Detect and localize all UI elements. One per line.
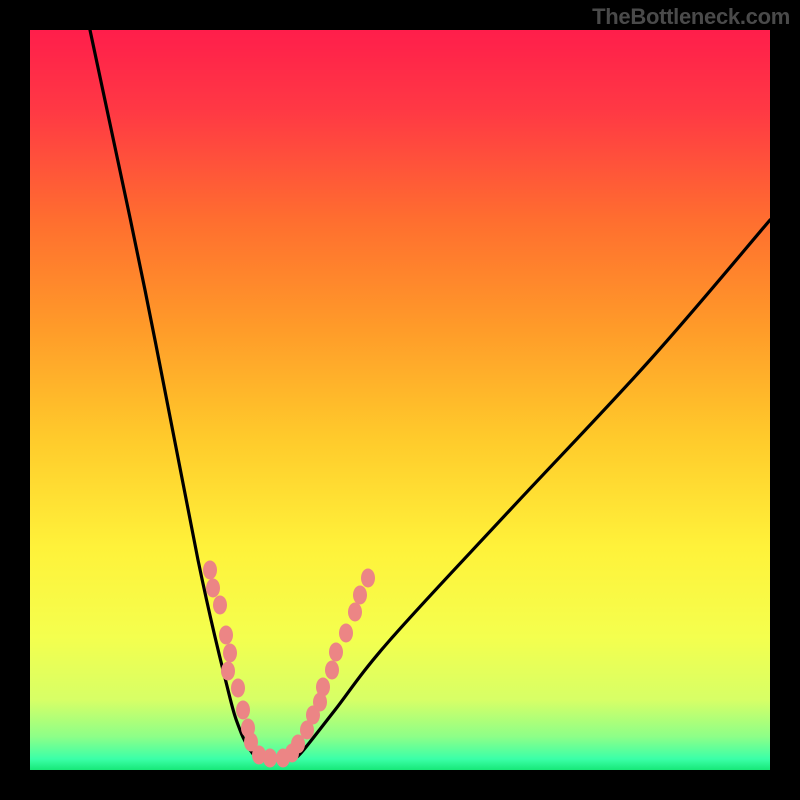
data-marker [231,679,245,698]
data-marker [353,586,367,605]
data-marker [213,596,227,615]
plot-area [30,30,770,770]
data-marker [348,603,362,622]
data-marker [325,661,339,680]
data-marker [263,749,277,768]
data-marker [221,662,235,681]
data-marker [219,626,233,645]
watermark-text: TheBottleneck.com [592,4,790,30]
data-marker [206,579,220,598]
data-marker [236,701,250,720]
data-marker [361,569,375,588]
data-marker [339,624,353,643]
chart-frame: TheBottleneck.com [0,0,800,800]
data-marker [223,644,237,663]
gradient-background [30,30,770,770]
data-marker [316,678,330,697]
data-marker [203,561,217,580]
data-marker [329,643,343,662]
